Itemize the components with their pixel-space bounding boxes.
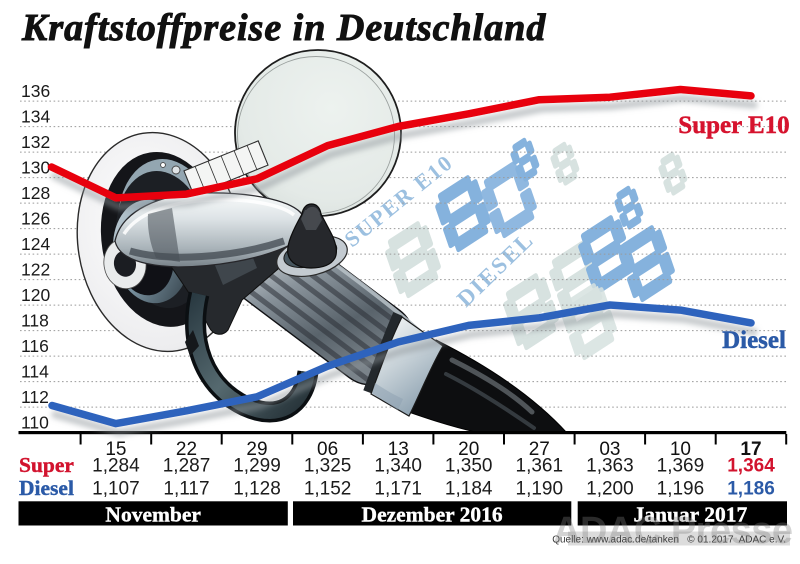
svg-text:15: 15 (105, 439, 126, 460)
svg-text:10: 10 (670, 439, 691, 460)
svg-text:136: 136 (21, 81, 50, 101)
svg-text:27: 27 (529, 439, 550, 460)
svg-text:22: 22 (176, 439, 197, 460)
svg-text:132: 132 (21, 132, 50, 152)
svg-text:1,363: 1,363 (586, 456, 634, 477)
svg-text:1,171: 1,171 (374, 479, 422, 500)
svg-text:130: 130 (21, 158, 50, 178)
svg-text:13: 13 (388, 439, 409, 460)
svg-text:1,364: 1,364 (727, 456, 775, 477)
svg-text:06: 06 (317, 439, 338, 460)
svg-text:110: 110 (21, 413, 49, 433)
svg-text:1,184: 1,184 (445, 479, 493, 500)
svg-text:122: 122 (21, 260, 50, 280)
svg-text:20: 20 (458, 439, 479, 460)
svg-text:1,186: 1,186 (727, 479, 775, 500)
svg-text:126: 126 (21, 209, 50, 229)
svg-text:03: 03 (599, 439, 620, 460)
svg-text:1,128: 1,128 (233, 479, 281, 500)
svg-text:1,190: 1,190 (516, 479, 564, 500)
svg-text:Kraftstoffpreise in Deutschlan: Kraftstoffpreise in Deutschland (21, 7, 546, 49)
svg-text:1,299: 1,299 (233, 456, 281, 477)
svg-text:Diesel: Diesel (19, 476, 74, 500)
svg-text:1,369: 1,369 (657, 456, 705, 477)
svg-text:Januar 2017: Januar 2017 (634, 502, 748, 526)
svg-text:1,325: 1,325 (304, 456, 352, 477)
svg-text:1,287: 1,287 (163, 456, 211, 477)
svg-text:1,340: 1,340 (374, 456, 422, 477)
svg-text:1,284: 1,284 (92, 456, 140, 477)
svg-text:ADAC Presse: ADAC Presse (553, 510, 793, 552)
svg-text:114: 114 (21, 362, 49, 382)
svg-text:112: 112 (21, 387, 49, 407)
svg-text:Super: Super (19, 453, 74, 477)
svg-text:Diesel: Diesel (722, 327, 786, 354)
svg-text:1,200: 1,200 (586, 479, 634, 500)
svg-text:17: 17 (740, 439, 761, 460)
svg-text:Super E10: Super E10 (678, 112, 789, 139)
svg-text:1,107: 1,107 (92, 479, 140, 500)
svg-text:1,361: 1,361 (516, 456, 564, 477)
svg-text:November: November (105, 502, 201, 526)
svg-text:118: 118 (21, 311, 49, 331)
svg-text:124: 124 (21, 234, 50, 254)
svg-text:1,152: 1,152 (304, 479, 352, 500)
svg-text:134: 134 (21, 107, 50, 127)
svg-text:1,117: 1,117 (163, 479, 209, 500)
svg-text:29: 29 (246, 439, 267, 460)
svg-text:128: 128 (21, 183, 50, 203)
svg-text:Dezember 2016: Dezember 2016 (362, 502, 503, 526)
svg-text:1,350: 1,350 (445, 456, 493, 477)
svg-text:120: 120 (21, 285, 50, 305)
svg-text:Quelle: www.adac.de/tanken ©: Quelle: www.adac.de/tanken © 01.2017 ADA… (552, 535, 786, 546)
svg-text:1,196: 1,196 (657, 479, 705, 500)
svg-text:116: 116 (21, 336, 49, 356)
